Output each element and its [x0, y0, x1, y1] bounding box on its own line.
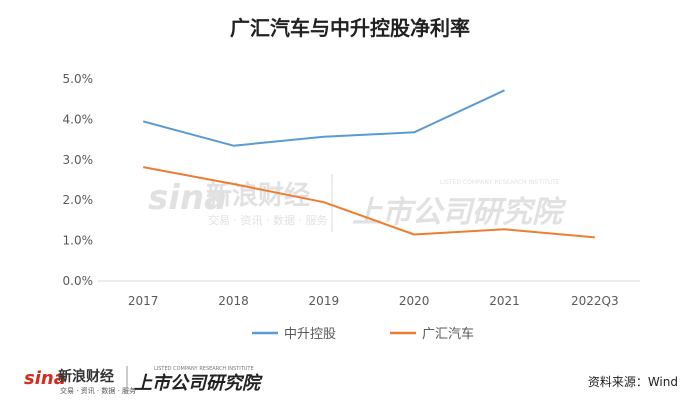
footer-brand: sina	[24, 368, 66, 389]
x-tick-label: 2022Q3	[571, 294, 619, 308]
legend-label-1: 中升控股	[284, 327, 336, 342]
center-watermark: sina 新浪财经 交易 · 资讯 · 数据 · 服务 LISTED COMPA…	[148, 174, 567, 232]
y-tick-label: 2.0%	[63, 193, 94, 207]
footer-cn-name: 新浪财经	[58, 368, 114, 385]
series-line-2	[143, 166, 595, 239]
y-tick-label: 0.0%	[63, 274, 94, 288]
x-tick-label: 2020	[399, 294, 430, 308]
y-tick-label: 4.0%	[63, 112, 94, 126]
y-tick-label: 3.0%	[63, 153, 94, 167]
series-line-1	[142, 89, 505, 147]
x-tick-label: 2019	[309, 294, 340, 308]
legend: 中升控股 广汇汽车	[252, 326, 474, 342]
chart-title: 广汇汽车与中升控股净利率	[230, 16, 470, 40]
plot-area: 0.0% 1.0% 2.0% 3.0% 4.0% 5.0% 2017 2018 2019 2020…	[63, 72, 640, 308]
data-source-note: 资料来源：Wind	[587, 375, 678, 389]
x-tick-label: 2017	[128, 294, 159, 308]
watermark-tagline: 交易 · 资讯 · 数据 · 服务	[208, 213, 327, 227]
footer-research: 上市公司研究院	[134, 373, 263, 394]
y-tick-label: 5.0%	[63, 72, 94, 86]
x-tick-label: 2021	[489, 294, 520, 308]
footer-research-en: LISTED COMPANY RESEARCH INSTITUTE	[154, 366, 254, 372]
y-tick-label: 1.0%	[63, 234, 94, 248]
legend-label-2: 广汇汽车	[422, 326, 474, 342]
watermark-brand: sina	[148, 178, 227, 218]
footer-tagline: 交易 · 资讯 · 数据 · 服务	[60, 386, 136, 395]
footer-logo: sina 新浪财经 交易 · 资讯 · 数据 · 服务 LISTED COMPA…	[24, 366, 263, 395]
watermark-research-en: LISTED COMPANY RESEARCH INSTITUTE	[440, 179, 560, 186]
x-tick-label: 2018	[218, 294, 249, 308]
